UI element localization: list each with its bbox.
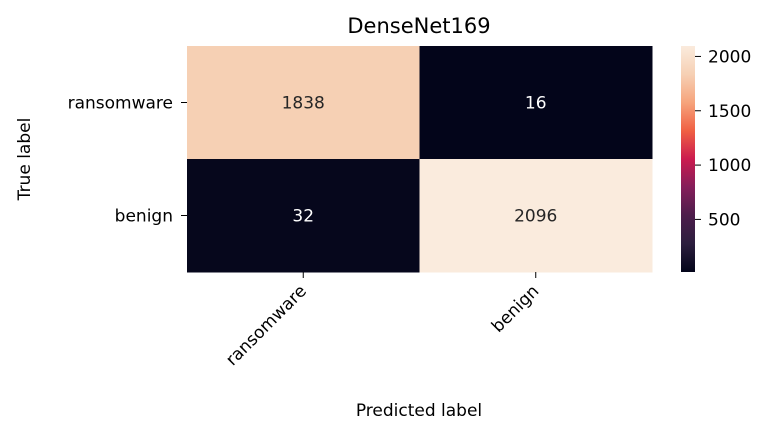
cell-value-label-1-1: 2096	[514, 207, 557, 227]
heatmap-cell-1-1	[419, 159, 653, 273]
y-tick-label-1: benign	[115, 207, 173, 227]
chart-title: DenseNet169	[347, 14, 490, 38]
heatmap-cells	[187, 46, 653, 273]
cell-value-label-1-0: 32	[292, 207, 314, 227]
y-tick-label-0: ransomware	[68, 94, 173, 114]
x-axis-ticks: ransomware benign	[222, 272, 543, 370]
colorbar-tick-label-3: 2000	[708, 47, 751, 67]
colorbar-tick-label-1: 1000	[708, 156, 751, 176]
y-axis-ticks: ransomware benign	[68, 94, 187, 227]
x-tick-label-1: benign	[488, 281, 543, 336]
x-axis-label: Predicted label	[356, 401, 482, 421]
heatmap-cell-labels: 1838 16 32 2096	[282, 94, 558, 227]
colorbar-tick-label-2: 1500	[708, 102, 751, 122]
y-axis-label: True label	[15, 118, 35, 202]
x-tick-label-0: ransomware	[222, 281, 311, 370]
heatmap-cell-1-0	[187, 159, 420, 273]
colorbar-ticks: 500 1000 1500 2000	[695, 47, 751, 230]
cell-value-label-0-1: 16	[525, 94, 547, 114]
colorbar	[681, 46, 695, 272]
heatmap-cell-0-0	[187, 46, 420, 160]
heatmap-cell-0-1	[419, 46, 653, 160]
colorbar-tick-label-0: 500	[708, 210, 740, 230]
cell-value-label-0-0: 1838	[282, 94, 325, 114]
